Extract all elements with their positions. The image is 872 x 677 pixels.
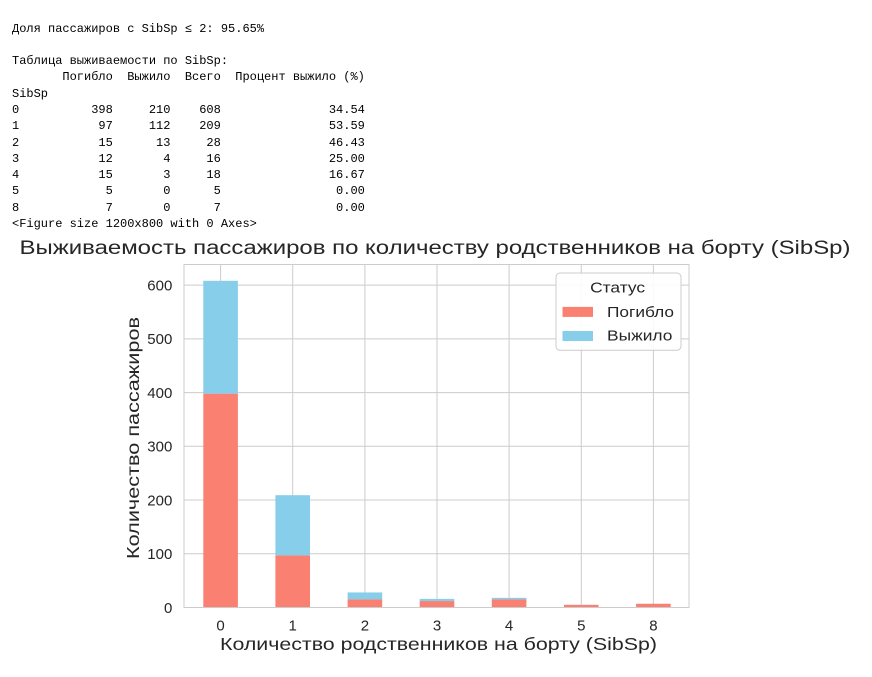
svg-text:Количество пассажиров: Количество пассажиров: [123, 317, 143, 559]
svg-text:0: 0: [216, 618, 224, 635]
svg-text:5: 5: [577, 618, 585, 635]
svg-text:Выживаемость пассажиров по кол: Выживаемость пассажиров по количеству ро…: [20, 238, 851, 259]
svg-text:500: 500: [147, 331, 172, 348]
svg-text:8: 8: [649, 618, 657, 635]
svg-text:4: 4: [505, 618, 513, 635]
svg-text:Количество родственников на бо: Количество родственников на борту (SibSp…: [220, 634, 657, 654]
svg-text:1: 1: [289, 618, 297, 635]
svg-text:100: 100: [147, 546, 172, 563]
svg-text:0: 0: [164, 600, 172, 617]
svg-text:300: 300: [147, 439, 172, 456]
svg-text:3: 3: [433, 618, 441, 635]
svg-text:400: 400: [147, 385, 172, 402]
svg-text:Выжило: Выжило: [607, 328, 672, 345]
svg-text:2: 2: [361, 618, 369, 635]
svg-text:Статус: Статус: [590, 280, 646, 297]
svg-text:600: 600: [147, 278, 172, 295]
svg-text:Погибло: Погибло: [607, 304, 674, 321]
svg-text:200: 200: [147, 492, 172, 509]
